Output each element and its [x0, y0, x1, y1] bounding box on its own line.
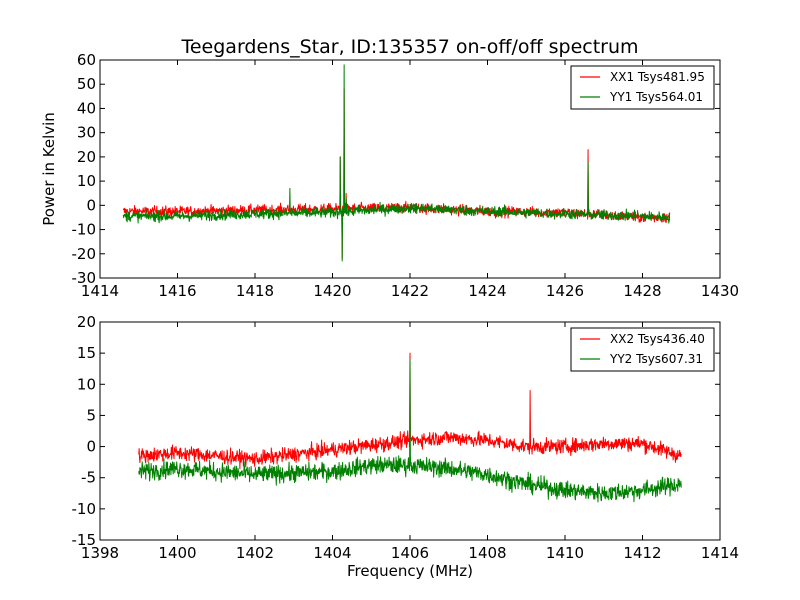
top-ytick-label: 60 [77, 51, 96, 69]
top-series-line-2 [122, 64, 671, 262]
chart-title: Teegardens_Star, ID:135357 on-off/off sp… [180, 36, 638, 58]
bottom-legend-label-1: XX2 Tsys436.40 [610, 332, 705, 346]
top-xtick-label: 1422 [391, 282, 429, 300]
bottom-xtick-label: 1400 [158, 544, 196, 562]
bottom-ytick-label: 5 [86, 406, 96, 424]
top-ytick-label: 40 [77, 99, 96, 117]
top-ytick-label: 20 [77, 148, 96, 166]
top-ytick-label: 50 [77, 75, 96, 93]
top-ytick-label: -30 [72, 269, 97, 287]
bottom-ytick-label: -5 [81, 469, 96, 487]
top-xtick-label: 1420 [313, 282, 351, 300]
bottom-plot-ticks: 1398 1400 1402 1404 1406 1408 1410 1412 1414 -15 -… [72, 313, 740, 562]
bottom-xtick-label: 1398 [81, 544, 119, 562]
bottom-ytick-label: 20 [77, 313, 96, 331]
top-legend-label-2: YY1 Tsys564.01 [609, 90, 703, 104]
top-ytick-label: 0 [86, 196, 96, 214]
top-legend-box [570, 65, 715, 110]
bottom-xtick-label: 1414 [701, 544, 739, 562]
bottom-plot-legend: XX2 Tsys436.40 YY2 Tsys607.31 [570, 327, 715, 372]
bottom-plot: 1398 1400 1402 1404 1406 1408 1410 1412 1414 -15 -… [72, 313, 740, 580]
top-series-line-1 [122, 88, 671, 260]
bottom-legend-label-2: YY2 Tsys607.31 [609, 352, 703, 366]
bottom-xtick-label: 1404 [313, 544, 351, 562]
top-xtick-label: 1424 [468, 282, 506, 300]
bottom-series-line-2 [138, 358, 682, 503]
top-xtick-label: 1428 [623, 282, 661, 300]
bottom-plot-series [138, 352, 682, 503]
top-ytick-label: -10 [72, 221, 97, 239]
top-plot-ticks: 1414 1416 1418 1420 1422 1424 1426 1428 1430 -30 -… [72, 51, 740, 300]
bottom-ytick-label: 10 [77, 375, 96, 393]
top-plot-legend: XX1 Tsys481.95 YY1 Tsys564.01 [570, 65, 715, 110]
top-ytick-label: 10 [77, 172, 96, 190]
bottom-xtick-label: 1408 [468, 544, 506, 562]
bottom-ytick-label: -10 [72, 500, 97, 518]
bottom-ytick-label: 15 [77, 344, 96, 362]
top-ytick-label: 30 [77, 124, 96, 142]
top-legend-label-1: XX1 Tsys481.95 [610, 70, 705, 84]
top-xtick-label: 1426 [546, 282, 584, 300]
x-axis-label: Frequency (MHz) [347, 562, 473, 580]
top-xtick-label: 1418 [236, 282, 274, 300]
bottom-xtick-label: 1406 [391, 544, 429, 562]
bottom-series-line-1 [138, 352, 682, 470]
bottom-xtick-label: 1410 [546, 544, 584, 562]
top-xtick-label: 1414 [81, 282, 119, 300]
bottom-ytick-label: -15 [72, 531, 97, 549]
y-axis-label: Power in Kelvin [40, 112, 58, 226]
bottom-ytick-label: 0 [86, 438, 96, 456]
top-xtick-label: 1416 [158, 282, 196, 300]
bottom-xtick-label: 1412 [623, 544, 661, 562]
bottom-xtick-label: 1402 [236, 544, 274, 562]
bottom-legend-box [570, 327, 715, 372]
top-ytick-label: -20 [72, 245, 97, 263]
top-xtick-label: 1430 [701, 282, 739, 300]
top-plot-series [122, 64, 671, 262]
top-plot: 1414 1416 1418 1420 1422 1424 1426 1428 1430 -30 -… [40, 51, 739, 300]
